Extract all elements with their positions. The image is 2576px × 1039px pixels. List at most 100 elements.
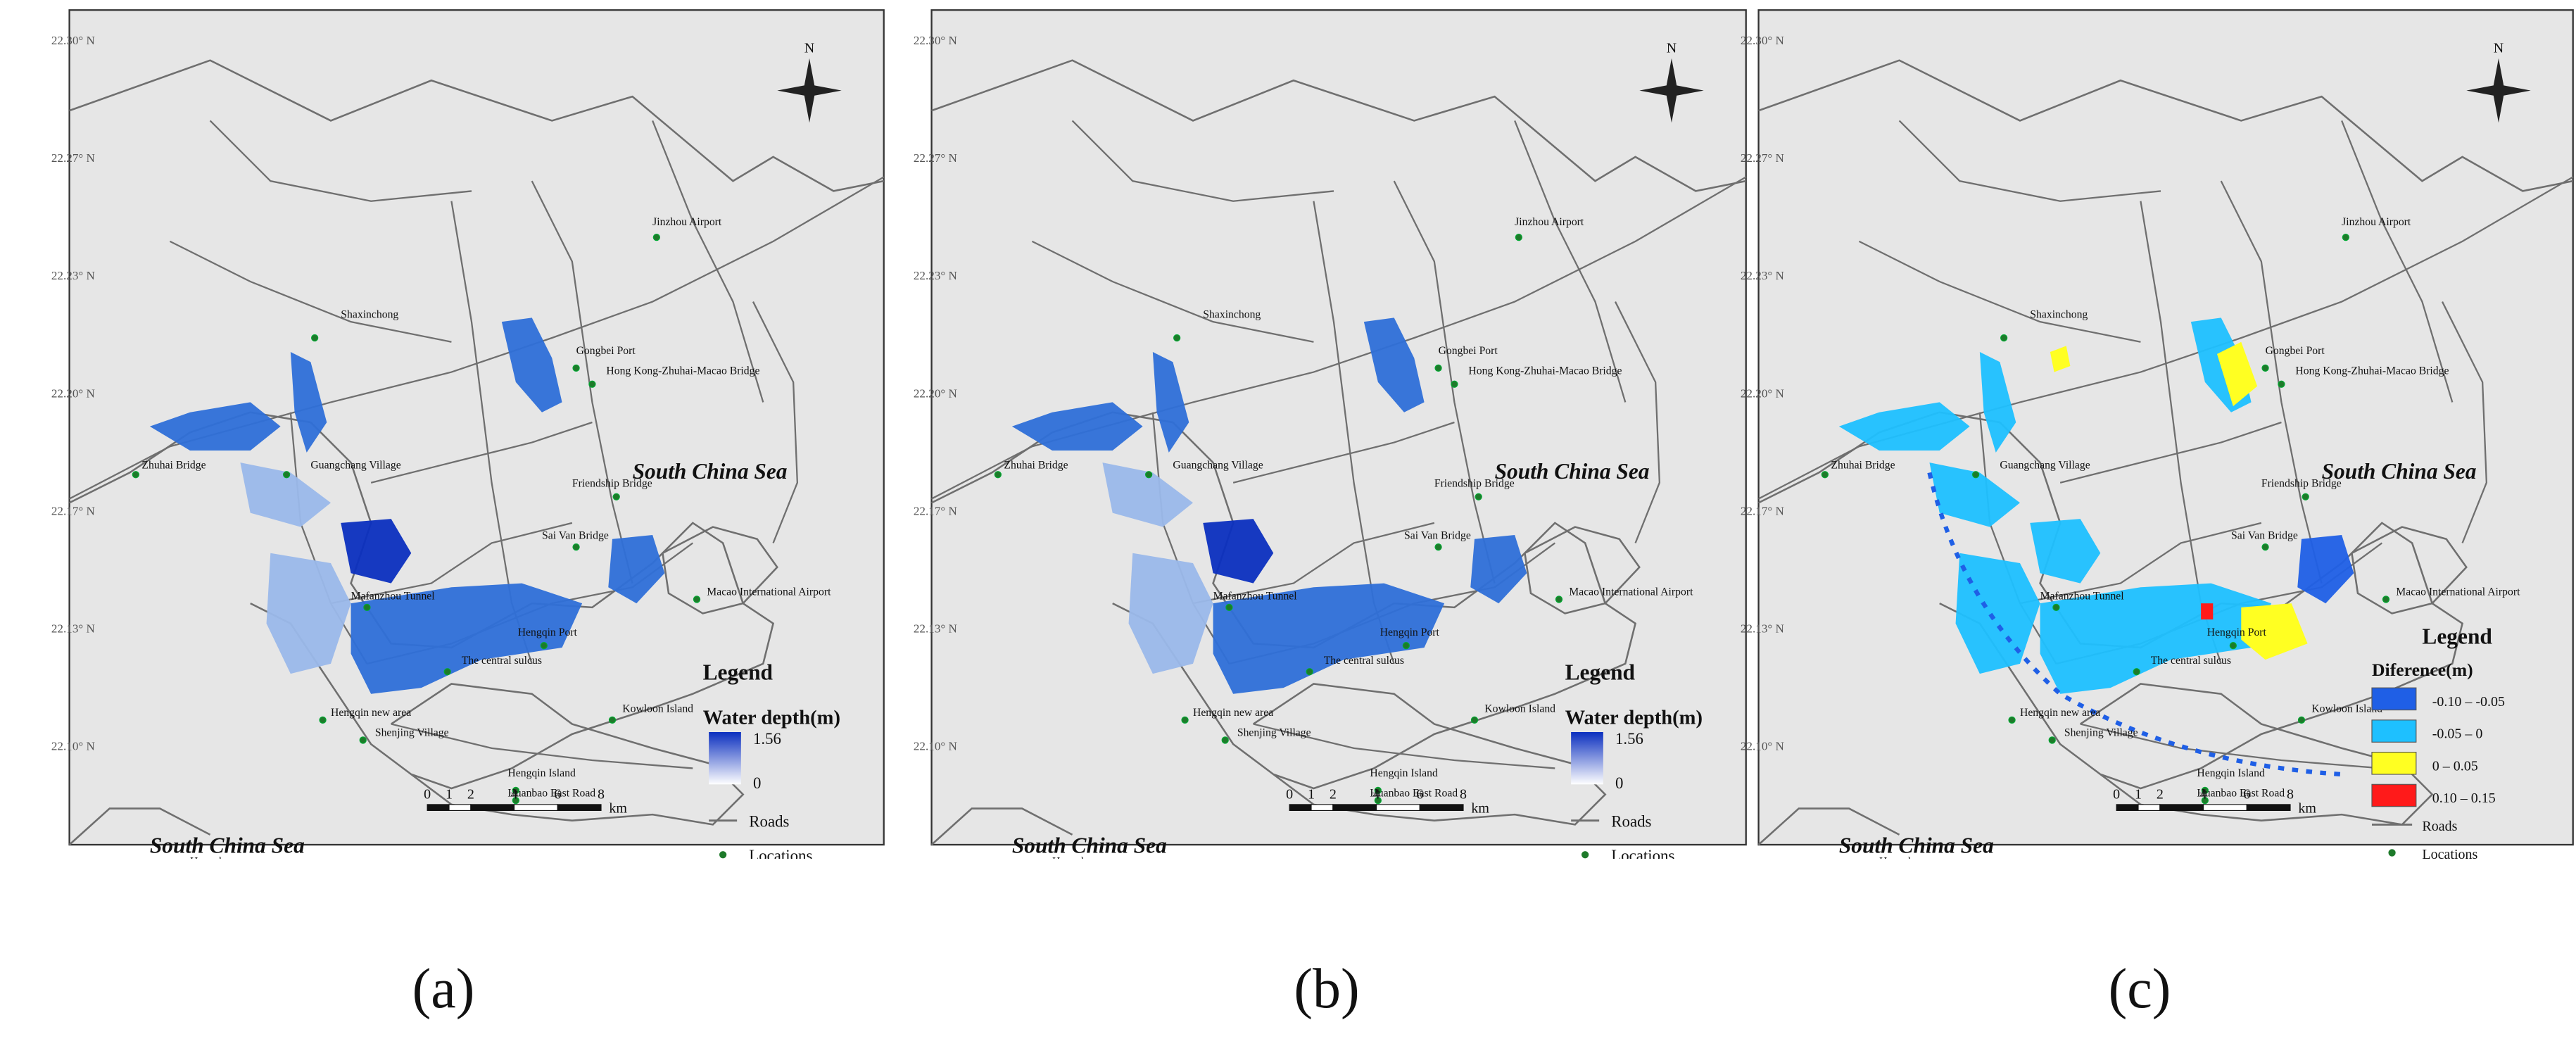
flood-layer — [1011, 317, 1527, 694]
location-label: Shenjing Village — [375, 727, 449, 739]
scale-tick: 1 — [446, 786, 453, 802]
lon-tick-label: 113.50° E — [2113, 856, 2161, 859]
lon-tick-label: 113.40° E — [1832, 856, 1880, 859]
scale-tick: 4 — [511, 786, 518, 802]
legend-roads: Roads — [1611, 812, 1651, 830]
road — [2080, 723, 2382, 769]
legend-location-swatch — [2388, 849, 2396, 857]
scale-tick: 2 — [2157, 786, 2164, 802]
location-label: The central sulcus — [2151, 655, 2231, 667]
scale-segment — [1376, 804, 1420, 812]
flood-area — [1203, 519, 1274, 584]
location-label: Huanbao East Road — [2197, 787, 2285, 799]
lon-tick-label: 113.63° E — [797, 856, 845, 859]
location-label: Hong Kong-Zhuhai-Macao Bridge — [606, 365, 759, 377]
lon-tick-label: 113.37° E — [49, 856, 97, 859]
location-dot — [2000, 334, 2008, 342]
scale-tick: 6 — [2243, 786, 2250, 802]
location-dot — [1374, 786, 1382, 795]
flood-area — [1213, 583, 1445, 694]
location-dot — [1374, 797, 1382, 805]
location-label: Gongbei Port — [1439, 345, 1498, 357]
sea-label: South China Sea — [1495, 459, 1650, 484]
flood-area — [1929, 462, 2020, 527]
coastline — [931, 59, 1746, 192]
scale-tick: 1 — [2135, 786, 2142, 802]
coastline — [2351, 526, 2468, 615]
flood-area — [608, 535, 665, 604]
scale-tick: 8 — [2287, 786, 2294, 802]
legend-locations: Locations — [749, 847, 812, 859]
scale-segment — [2246, 804, 2291, 812]
scale-segment — [470, 804, 515, 812]
location-label: Zhuhai Bridge — [1004, 460, 1068, 472]
lon-tick-label: 113.53° E — [517, 856, 565, 859]
location-label: Macao International Airport — [2396, 586, 2520, 598]
scale-segment — [1289, 804, 1312, 812]
north-arrow-icon: N — [777, 40, 842, 123]
location-dot — [2302, 493, 2309, 500]
location-label: Sai Van Bridge — [542, 530, 609, 542]
flood-area — [1011, 402, 1143, 451]
road — [1393, 180, 1496, 584]
legend-locations: Locations — [1611, 847, 1674, 859]
flood-layer — [149, 317, 665, 694]
lat-tick-label: 22.27° N — [914, 151, 957, 165]
road — [1614, 301, 1661, 543]
coastlines — [930, 59, 1746, 845]
lat-tick-label: 22.30° N — [51, 34, 95, 47]
location-label: Mafanzhou Tunnel — [2040, 590, 2125, 602]
lon-tick-label: 113.63° E — [2487, 856, 2534, 859]
lat-tick-label: 22.07° N — [51, 857, 95, 859]
legend-location-swatch — [719, 851, 727, 859]
lon-tick-label: 113.47° E — [1192, 856, 1240, 859]
road — [2019, 522, 2262, 605]
location-label: Zhuhai Bridge — [141, 460, 206, 472]
location-dot — [1434, 364, 1442, 372]
location-label: Guangchang Village — [1173, 460, 1263, 472]
lat-tick-label: 22.07° N — [1741, 857, 1784, 859]
location-label: Friendship Bridge — [2261, 477, 2342, 489]
location-label: Jinzhou Airport — [652, 216, 722, 228]
road — [370, 421, 593, 484]
north-label: N — [2494, 40, 2504, 56]
location-dot — [2229, 642, 2237, 650]
locations: Jinzhou Airport Shaxinchong Gongbei Port Ho… — [1821, 216, 2520, 859]
north-arrow-shape — [1639, 84, 1704, 97]
scale-tick: 6 — [554, 786, 561, 802]
location-dot — [2261, 543, 2269, 551]
legend-subtitle: Diference(m) — [2372, 660, 2473, 680]
legend-roads: Roads — [2422, 819, 2457, 834]
flood-area — [2241, 603, 2308, 660]
location-dot — [1434, 543, 1442, 551]
lon-tick-label: 113.37° E — [1738, 856, 1786, 859]
map-a: 22.30° N 22.27° N 22.23° N 22.20° N 22.17° N… — [49, 9, 885, 859]
location-dot — [443, 668, 451, 676]
legend-class-swatch — [2371, 719, 2417, 743]
location-label: Hengqin new area — [2020, 707, 2100, 719]
location-label: Friendship Bridge — [1434, 477, 1515, 489]
location-dot — [1451, 380, 1458, 388]
location-label: Hengqin Port — [1380, 626, 1440, 638]
flood-area — [1470, 535, 1527, 604]
scale-tick: 1 — [1308, 786, 1315, 802]
scale-bar: 0 1 2 4 6 8km — [424, 786, 627, 816]
lat-tick-label: 22.27° N — [1741, 151, 1784, 165]
lon-tick-label: 113.37° E — [911, 856, 959, 859]
location-dot — [2261, 364, 2269, 372]
coastline — [391, 683, 745, 826]
legend-class-label: -0.05 – 0 — [2432, 726, 2483, 742]
location-dot — [2052, 603, 2060, 612]
lon-tick-label: 113.47° E — [330, 856, 378, 859]
scale-segment — [2116, 804, 2139, 812]
location-dot — [540, 642, 548, 650]
location-label: Hengzhou — [1052, 856, 1098, 859]
panel-label: (b) — [1294, 958, 1360, 1020]
sea-label: South China Sea — [150, 833, 305, 857]
location-dot — [283, 471, 291, 479]
coastline — [662, 526, 778, 615]
scale-segment — [1311, 804, 1334, 812]
flood-area — [2040, 583, 2272, 694]
location-label: Shenjing Village — [1237, 727, 1311, 739]
scale-segment — [2203, 804, 2247, 812]
